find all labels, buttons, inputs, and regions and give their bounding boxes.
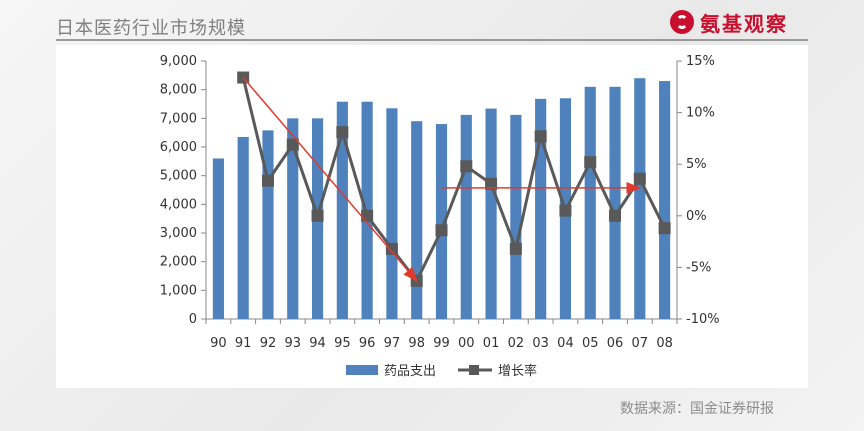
y-right-tick-label: 15%: [686, 54, 715, 69]
bar-98: [411, 121, 423, 319]
bar-06: [609, 86, 621, 319]
bar-05: [584, 86, 596, 319]
chart-panel: 0 1,000 2,000 3,000 4,000 5,000 6,000 7,000 8,00…: [56, 45, 808, 388]
growth-point-08: [658, 222, 671, 235]
combo-chart: 0 1,000 2,000 3,000 4,000 5,000 6,000 7,000 8,00…: [160, 54, 720, 379]
growth-point-00: [460, 160, 473, 173]
bar-00: [460, 114, 472, 319]
x-tick-label: 03: [532, 336, 549, 351]
bar-02: [510, 114, 522, 319]
logo-text: 氨基观察: [700, 11, 788, 36]
legend-line-marker: [469, 365, 479, 375]
growth-point-04: [559, 204, 572, 217]
legend-bar-label: 药品支出: [384, 364, 436, 379]
x-tick-label: 07: [632, 336, 649, 351]
x-tick-label: 08: [656, 336, 673, 351]
y-right-tick-label: 10%: [686, 106, 715, 121]
x-tick-label: 98: [408, 336, 425, 351]
bar-01: [485, 108, 497, 319]
growth-point-93: [286, 138, 299, 151]
growth-point-03: [534, 130, 547, 143]
x-tick-label: 90: [210, 336, 227, 351]
bar-08: [659, 81, 671, 319]
bar-03: [535, 98, 547, 319]
y-left-tick-label: 6,000: [160, 140, 197, 155]
x-tick-label: 05: [582, 336, 599, 351]
y-left-tick-label: 7,000: [160, 111, 197, 126]
legend-line-label: 增长率: [498, 363, 537, 379]
y-right-tick-label: -5%: [686, 260, 711, 275]
y-right-tick-label: -10%: [686, 312, 720, 327]
y-left-tick-label: 0: [189, 312, 197, 327]
growth-point-06: [609, 209, 622, 222]
growth-point-02: [509, 242, 522, 255]
x-tick-label: 01: [483, 336, 500, 351]
x-tick-label: 94: [309, 336, 326, 351]
y-left-tick-label: 3,000: [160, 226, 197, 241]
x-tick-label: 00: [458, 336, 475, 351]
logo-icon: [670, 10, 694, 34]
header-divider: [56, 39, 808, 41]
y-right-tick-label: 5%: [686, 157, 707, 172]
growth-point-99: [435, 224, 448, 237]
growth-point-92: [261, 174, 274, 187]
brand-logo: 氨基观察: [670, 8, 788, 36]
x-tick-label: 04: [557, 336, 574, 351]
y-left-tick-label: 5,000: [160, 169, 197, 184]
y-left-tick-label: 9,000: [160, 54, 197, 69]
x-tick-label: 93: [284, 336, 301, 351]
x-tick-label: 92: [260, 336, 277, 351]
trend-arrow-1: [242, 77, 418, 282]
bar-07: [634, 78, 646, 319]
x-tick-label: 99: [433, 336, 450, 351]
y-left-tick-label: 2,000: [160, 255, 197, 270]
bar-92: [262, 130, 274, 319]
data-source-note: 数据来源：国金证券研报: [620, 401, 774, 417]
bar-99: [435, 124, 448, 319]
x-tick-label: 95: [334, 336, 351, 351]
growth-point-95: [336, 126, 349, 139]
growth-point-07: [633, 172, 646, 185]
page-title: 日本医药行业市场规模: [56, 18, 246, 39]
y-left-tick-label: 1,000: [160, 283, 197, 298]
x-tick-label: 97: [384, 336, 401, 351]
x-tick-label: 06: [607, 336, 624, 351]
x-tick-label: 96: [359, 336, 376, 351]
growth-rate-line: [241, 77, 666, 284]
bar-90: [212, 158, 224, 319]
y-right-tick-label: 0%: [686, 209, 707, 224]
growth-point-05: [584, 156, 597, 169]
bar-93: [287, 118, 299, 319]
x-tick-label: 91: [235, 336, 252, 351]
y-left-tick-label: 8,000: [160, 83, 197, 98]
growth-point-94: [311, 209, 324, 222]
x-tick-label: 02: [508, 336, 525, 351]
bar-95: [336, 101, 348, 319]
legend-bar-swatch: [346, 365, 378, 375]
y-left-tick-label: 4,000: [160, 197, 197, 212]
growth-point-97: [385, 242, 398, 255]
bar-97: [386, 108, 398, 319]
growth-point-96: [361, 209, 374, 222]
bar-91: [237, 136, 249, 319]
growth-point-01: [485, 177, 498, 190]
